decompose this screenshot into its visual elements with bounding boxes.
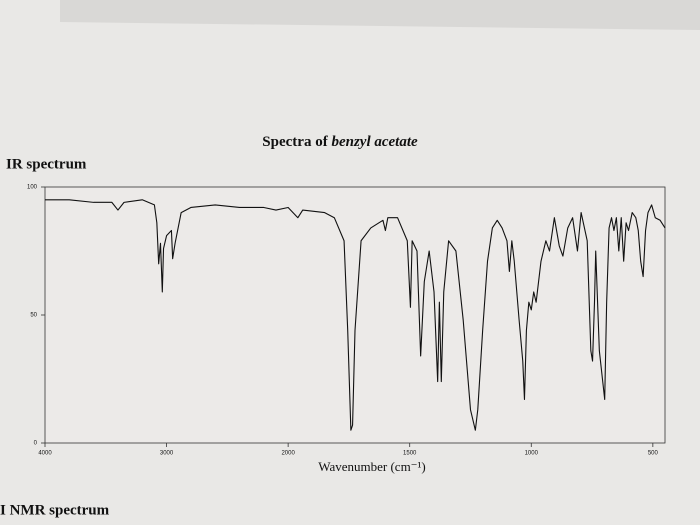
- x-tick-label: 2000: [281, 451, 295, 457]
- x-axis-label: Wavenumber (cm⁻¹): [318, 459, 426, 474]
- y-tick-label: 0: [34, 441, 38, 447]
- x-tick-label: 500: [648, 451, 659, 457]
- x-tick-label: 1000: [525, 451, 539, 457]
- spectrum-line: [45, 199, 666, 431]
- y-tick-label: 100: [27, 185, 38, 191]
- title-part: Spectra of: [262, 134, 328, 150]
- chart-title: Spectra of benzyl acetate: [262, 134, 418, 150]
- title-part: benzyl acetate: [331, 134, 418, 150]
- x-tick-label: 3000: [160, 451, 174, 457]
- x-tick-label: 4000: [38, 451, 52, 457]
- x-tick-label: 1500: [403, 451, 417, 457]
- plot-frame: [44, 186, 666, 444]
- paper-edge: [60, 0, 700, 30]
- section-heading: IR spectrum: [6, 156, 87, 172]
- section-heading: I NMR spectrum: [0, 502, 110, 518]
- y-tick-label: 50: [30, 313, 37, 319]
